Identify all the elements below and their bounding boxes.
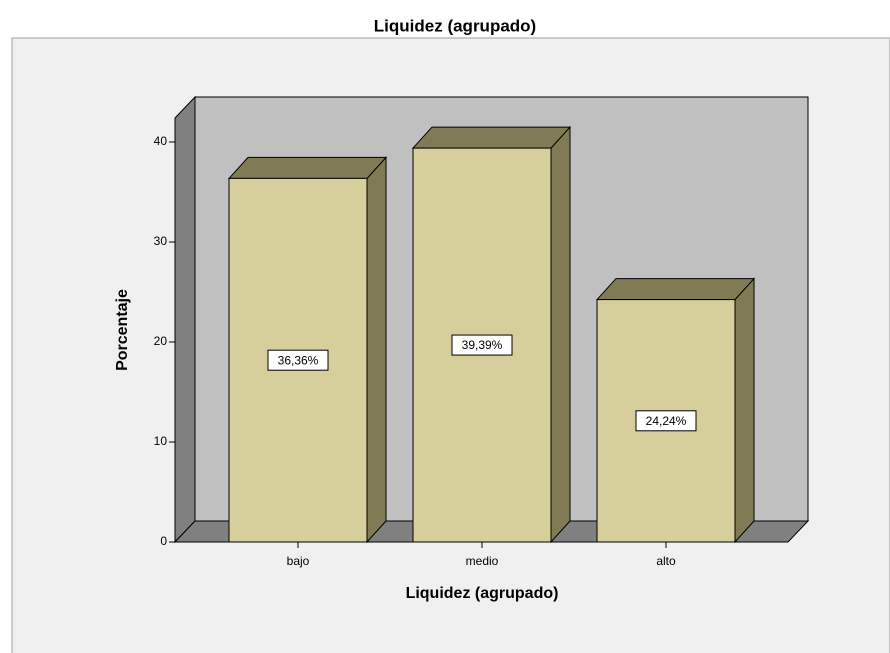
y-tick-label: 10 xyxy=(154,434,168,448)
y-tick-label: 0 xyxy=(160,534,167,548)
chart-title: Liquidez (agrupado) xyxy=(374,16,536,35)
x-tick-label: medio xyxy=(466,554,499,568)
y-tick-label: 20 xyxy=(154,334,168,348)
bar-top xyxy=(595,278,756,301)
bar-top xyxy=(227,156,388,179)
y-tick-label: 30 xyxy=(154,234,168,248)
value-label: 24,24% xyxy=(646,414,687,428)
bar xyxy=(412,147,552,543)
y-tick-label: 40 xyxy=(154,134,168,148)
bar-side xyxy=(366,156,387,544)
x-tick-label: bajo xyxy=(287,554,310,568)
value-label: 36,36% xyxy=(278,353,319,367)
side-wall xyxy=(174,95,196,544)
x-axis-title: Liquidez (agrupado) xyxy=(406,585,559,602)
y-axis-title: Porcentaje xyxy=(114,289,131,371)
value-label: 39,39% xyxy=(462,338,503,352)
x-tick-label: alto xyxy=(656,554,676,568)
value-label-box xyxy=(267,349,329,371)
bar-side xyxy=(734,277,755,544)
value-label-box xyxy=(635,410,697,432)
bar-top xyxy=(411,126,572,149)
value-label-box xyxy=(451,334,513,356)
bar-side xyxy=(550,125,571,544)
